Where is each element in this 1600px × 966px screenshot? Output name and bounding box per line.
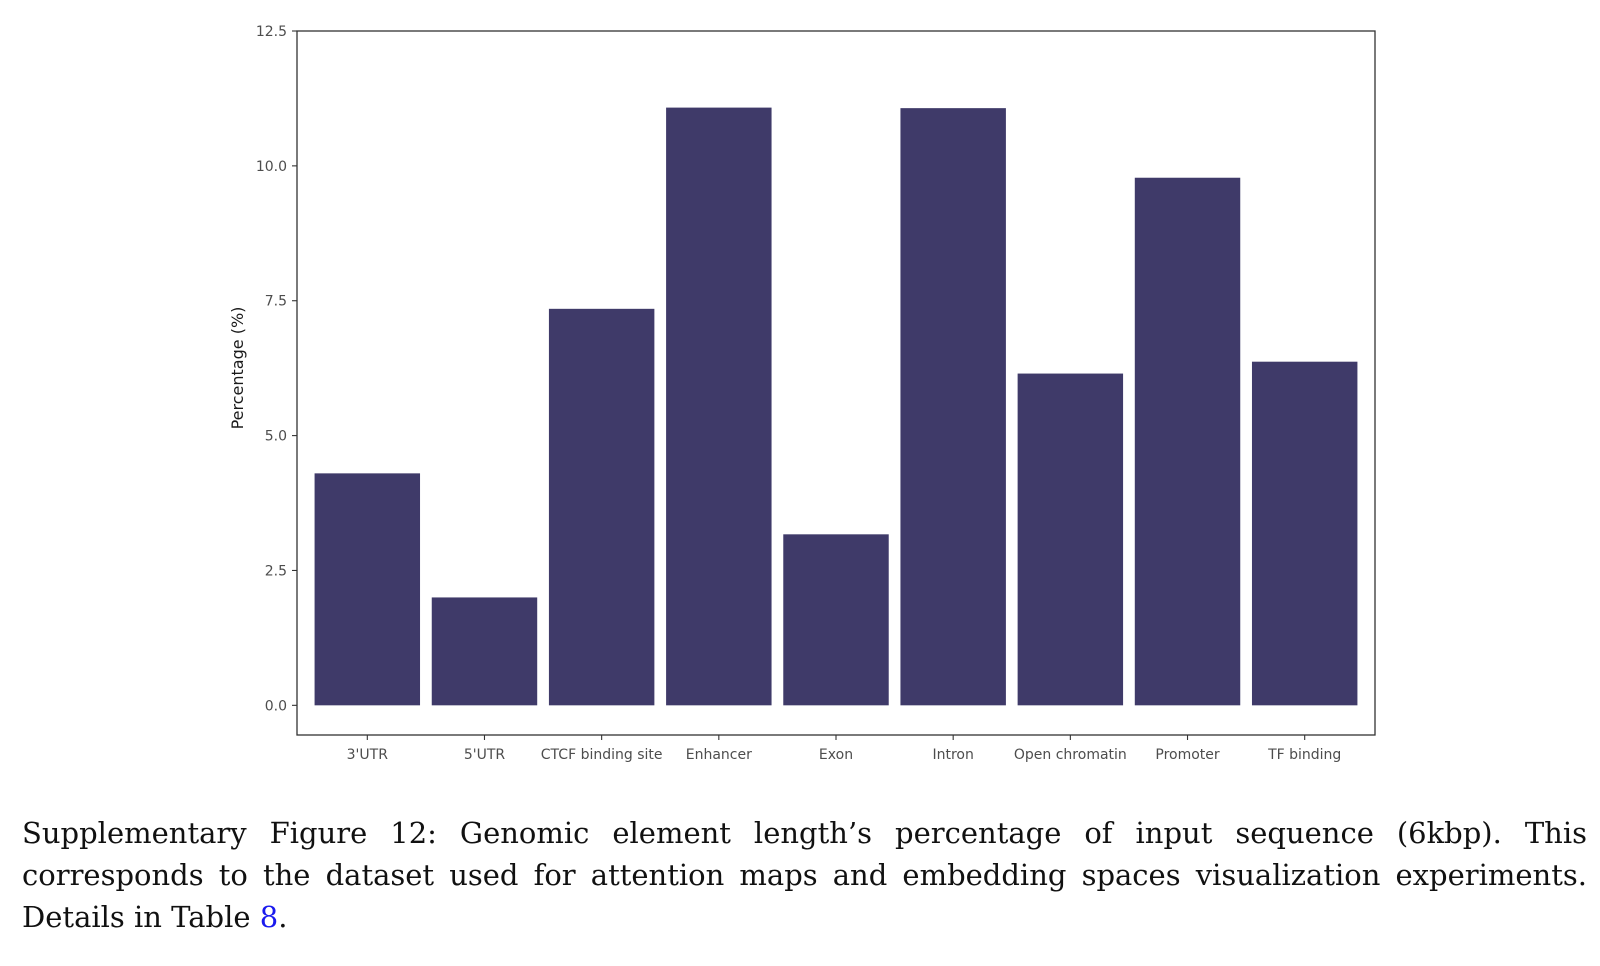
bar [431,597,538,706]
bar [783,534,889,706]
bar [1134,177,1241,706]
y-tick-label: 7.5 [265,294,287,310]
x-tick-label: Enhancer [686,747,752,763]
x-tick-label: Exon [819,747,853,763]
y-tick-label: 5.0 [265,429,287,445]
x-tick-label: Intron [932,747,973,763]
caption-end: . [278,900,288,934]
x-tick-label: Open chromatin [1014,747,1127,763]
y-tick-label: 2.5 [265,563,287,579]
x-axis: 3'UTR 5'UTR CTCF binding site Enhancer Exon I… [347,735,1341,763]
chart-container: 0.0 2.5 5.0 7.5 10.0 12.5 3'UTR 5'UTR CTCF bind… [228,24,1376,763]
figure-caption: Supplementary Figure 12: Genomic element… [22,812,1587,938]
x-tick-label: TF binding [1267,747,1341,763]
y-tick-label: 0.0 [265,698,287,714]
x-tick-label: 3'UTR [347,747,389,763]
y-axis-label: Percentage (%) [228,307,247,430]
bars [314,107,1358,706]
bar [666,107,772,706]
caption-text: Supplementary Figure 12: Genomic element… [22,816,1587,934]
x-tick-label: Promoter [1155,747,1220,763]
bar [1017,373,1124,706]
bar [548,308,655,706]
y-tick-label: 10.0 [256,159,287,175]
x-tick-label: 5'UTR [464,747,506,763]
table-reference-link[interactable]: 8 [259,900,279,934]
bar-chart: 0.0 2.5 5.0 7.5 10.0 12.5 3'UTR 5'UTR CTCF bind… [228,24,1376,763]
x-tick-label: CTCF binding site [541,747,663,763]
y-axis: 0.0 2.5 5.0 7.5 10.0 12.5 [256,24,297,714]
bar [1251,361,1358,706]
bar [314,473,421,706]
bar [900,108,1006,706]
y-tick-label: 12.5 [256,24,287,40]
